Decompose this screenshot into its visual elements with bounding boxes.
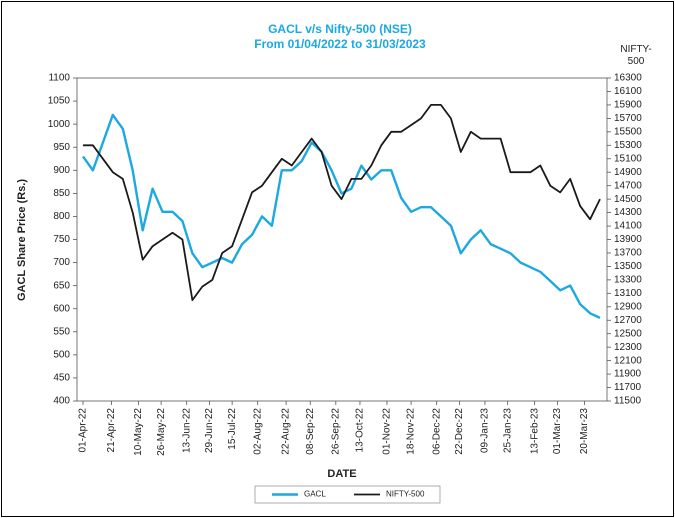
y2-tick-label: 11900 xyxy=(614,369,642,380)
x-tick-label: 13-Oct-22 xyxy=(355,408,366,453)
x-tick-label: 09-Jan-23 xyxy=(480,408,491,453)
x-tick-label: 15-Jul-22 xyxy=(227,408,238,450)
y2-tick-label: 16300 xyxy=(614,73,642,84)
x-tick-label: 01-Nov-22 xyxy=(382,408,393,455)
x-tick-label: 26-May-22 xyxy=(156,408,167,456)
x-tick-label: 01-Mar-23 xyxy=(552,408,563,455)
y-tick-label: 850 xyxy=(53,188,70,199)
y2-tick-label: 13700 xyxy=(614,248,642,259)
y-tick-label: 1000 xyxy=(48,119,71,130)
x-tick-label: 13-Feb-23 xyxy=(529,408,540,455)
y-tick-label: 550 xyxy=(53,326,70,337)
y-tick-label: 900 xyxy=(53,165,70,176)
y2-tick-label: 13500 xyxy=(614,261,642,272)
y-tick-label: 750 xyxy=(53,234,70,245)
y2-tick-label: 12500 xyxy=(614,328,642,339)
x-tick-label: 10-May-22 xyxy=(133,408,144,456)
chart-subtitle: From 01/04/2022 to 31/03/2023 xyxy=(254,37,426,51)
y2-tick-label: 14500 xyxy=(614,194,642,205)
y2-tick-label: 12300 xyxy=(614,342,642,353)
y-tick-label: 1050 xyxy=(48,96,71,107)
legend-box xyxy=(254,485,441,504)
x-tick-label: 02-Aug-22 xyxy=(252,408,263,455)
x-tick-label: 22-Dec-22 xyxy=(454,408,465,455)
x-tick-label: 25-Jan-23 xyxy=(502,408,513,453)
x-tick-label: 06-Dec-22 xyxy=(431,408,442,455)
y2-tick-label: 12700 xyxy=(614,315,642,326)
y2-tick-label: 15900 xyxy=(614,100,642,111)
series-line xyxy=(82,113,601,319)
chart-title: GACL v/s Nifty-500 (NSE) xyxy=(268,22,412,36)
legend-label: NIFTY-500 xyxy=(386,490,425,499)
y-tick-label: 650 xyxy=(53,280,70,291)
y2-tick-label: 15100 xyxy=(614,153,642,164)
y-tick-label: 500 xyxy=(53,349,70,360)
y2-tick-label: 15300 xyxy=(614,140,642,151)
y2-tick-label: 14700 xyxy=(614,180,642,191)
x-tick-label: 20-Mar-23 xyxy=(579,408,590,455)
y2-tick-label: 15700 xyxy=(614,113,642,124)
y2-tick-label: 11500 xyxy=(614,396,642,407)
x-tick-label: 26-Sep-22 xyxy=(330,408,341,455)
x-tick-label: 01-Apr-22 xyxy=(78,408,89,453)
y-tick-label: 600 xyxy=(53,303,70,314)
y2-tick-label: 13900 xyxy=(614,234,642,245)
y-tick-label: 1100 xyxy=(48,73,70,84)
y-tick-label: 400 xyxy=(53,396,70,407)
x-axis-label: DATE xyxy=(327,468,356,480)
y2-tick-label: 12100 xyxy=(614,355,642,366)
y2-tick-label: 15500 xyxy=(614,126,642,137)
x-tick-label: 08-Sep-22 xyxy=(305,408,316,455)
series-line xyxy=(83,104,601,301)
y-tick-label: 950 xyxy=(53,142,70,153)
y2-axis-label: NIFTY-500 xyxy=(620,44,652,67)
y-tick-label: 800 xyxy=(53,211,70,222)
x-tick-label: 21-Apr-22 xyxy=(106,408,117,453)
y2-tick-label: 14100 xyxy=(614,221,642,232)
y2-tick-label: 13100 xyxy=(614,288,642,299)
y-tick-label: 450 xyxy=(53,373,70,384)
legend-label: GACL xyxy=(304,490,326,499)
y2-tick-label: 14300 xyxy=(614,207,642,218)
x-tick-label: 13-Jun-22 xyxy=(181,408,192,453)
y-tick-label: 700 xyxy=(53,257,70,268)
y2-tick-label: 11700 xyxy=(614,382,642,393)
x-tick-label: 18-Nov-22 xyxy=(406,408,417,455)
x-tick-label: 29-Jun-22 xyxy=(204,408,215,453)
y2-tick-label: 13300 xyxy=(614,275,642,286)
x-tick-label: 22-Aug-22 xyxy=(281,408,292,455)
y2-tick-label: 14900 xyxy=(614,167,642,178)
y2-tick-label: 16100 xyxy=(614,86,642,97)
y2-tick-label: 12900 xyxy=(614,301,642,312)
y-axis-label: GACL Share Price (Rs.) xyxy=(16,179,28,301)
